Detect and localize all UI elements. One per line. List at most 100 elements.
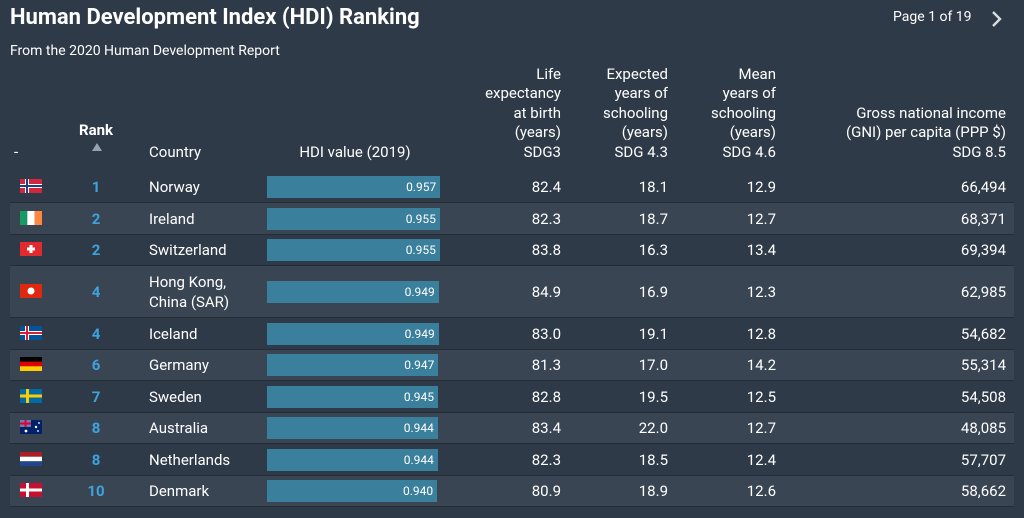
life-expectancy: 83.4 [531,419,561,437]
table-row: 1 Norway 0.957 82.4 18.1 12.9 66,494 [10,172,1014,203]
expected-schooling: 16.9 [638,282,668,301]
flag-icon [20,451,42,466]
next-page-button[interactable] [988,9,1006,29]
expected-schooling: 18.1 [638,178,668,196]
header-line: Gross national income [856,103,1006,122]
hdi-bar [267,448,438,471]
hdi-header: HDI value (2019) [262,60,448,162]
table-row: 8 Australia 0.944 83.4 22.0 12.7 48,085 [10,413,1014,444]
mean-schooling: 12.3 [746,282,776,301]
mean-schooling: 12.7 [746,209,776,228]
country: Germany [149,356,209,374]
mean-schooling: 12.9 [746,178,776,196]
expected-schooling: 19.5 [638,387,668,406]
flag-icon [20,242,42,256]
rank: 2 [91,209,101,228]
table-row: 6 Germany 0.947 81.3 17.0 14.2 55,314 [10,350,1014,381]
life-expectancy-header: Life expectancy at birth (years) SDG3 [462,60,561,162]
header-line: SDG 4.3 [614,142,668,161]
life-expectancy: 80.9 [531,482,561,500]
life-expectancy: 83.0 [531,324,561,343]
gni: 57,707 [960,450,1006,469]
expected-schooling: 19.1 [638,324,668,343]
country: Denmark [149,482,210,500]
subtitle: From the 2020 Human Development Report [10,43,280,59]
country: Netherlands [149,450,231,469]
hdi-value: 0.947 [404,358,435,372]
header-line: Life [536,64,561,83]
country: Iceland [149,324,198,343]
gni: 54,508 [960,387,1006,406]
header-line: SDG 8.5 [952,142,1006,161]
rank: 10 [87,482,105,500]
expected-schooling: 18.5 [638,450,668,469]
title: Human Development Index (HDI) Ranking [10,5,420,30]
hdi-bar [267,207,440,230]
mean-schooling: 12.8 [746,324,776,343]
flag-icon [20,357,42,371]
table-row: 10 Denmark 0.940 80.9 18.9 12.6 58,662 [10,476,1014,507]
mean-schooling: 12.7 [746,419,776,437]
life-expectancy: 83.8 [531,241,561,259]
country: Norway [149,178,200,196]
header-line: schooling [603,103,668,122]
hdi-bar [267,239,440,261]
header-line: HDI value (2019) [299,142,411,161]
header-line: years of [722,84,776,102]
rank: 6 [91,356,101,374]
header-line: Mean [738,64,777,83]
rank: 1 [91,178,101,196]
hdi-bar [267,417,438,439]
hdi-value: 0.944 [403,452,434,467]
expected-schooling: 18.7 [638,209,668,228]
flag-icon [20,420,42,434]
life-expectancy: 82.3 [531,209,561,228]
mean-schooling: 12.4 [746,450,776,469]
life-expectancy: 82.3 [531,450,561,469]
expected-schooling-header: Expected years of schooling (years) SDG 4.3 [568,60,668,162]
expected-schooling: 16.3 [638,241,668,259]
header-line: Country [149,142,202,161]
table-row: 8 Netherlands 0.944 82.3 18.5 12.4 57,707 [10,444,1014,476]
mean-schooling: 14.2 [746,356,776,374]
gni: 58,662 [960,482,1006,500]
hdi-value: 0.949 [404,326,435,341]
flag-icon [20,210,42,225]
gni: 62,985 [960,282,1006,301]
country: Sweden [149,387,202,406]
hdi-value: 0.955 [405,243,436,257]
rank: 4 [91,324,101,343]
gni: 69,394 [960,241,1006,259]
table-row: 4 Iceland 0.949 83.0 19.1 12.8 54,682 [10,318,1014,350]
hdi-bar [267,280,439,303]
flag-icon [20,179,42,193]
hdi-bar [267,322,439,345]
hdi-bar [267,480,438,502]
table-row: 4 Hong Kong, China (SAR) 0.949 84.9 16.9 12.3… [10,266,1014,318]
life-expectancy: 82.8 [531,387,561,406]
mean-schooling-header: Mean years of schooling (years) SDG 4.6 [676,60,776,162]
header-line: (GNI) per capita (PPP $) [845,123,1006,141]
table-row: 7 Sweden 0.945 82.8 19.5 12.5 54,508 [10,381,1014,413]
header-line: expectancy [485,84,561,102]
expected-schooling: 18.9 [638,482,668,500]
table-row: 2 Ireland 0.955 82.3 18.7 12.7 68,371 [10,203,1014,235]
flag-icon [20,483,42,497]
pagination: Page 1 of 19 [893,9,972,25]
header-line: (years) [729,123,776,141]
header-line: years of [614,84,668,102]
expected-schooling: 22.0 [638,419,668,437]
mean-schooling: 13.4 [746,241,776,259]
gni: 55,314 [960,356,1006,374]
country: Ireland [149,209,195,228]
hdi-bar [267,385,439,408]
rank: 7 [91,387,101,406]
header-line: SDG 4.6 [722,142,776,161]
flag-icon [20,388,42,403]
gni-header: Gross national income (GNI) per capita (P… [786,60,1006,162]
hdi-bar [267,354,439,376]
rank: 2 [91,241,101,259]
sort-arrow[interactable] [92,143,102,152]
gni: 48,085 [960,419,1006,437]
